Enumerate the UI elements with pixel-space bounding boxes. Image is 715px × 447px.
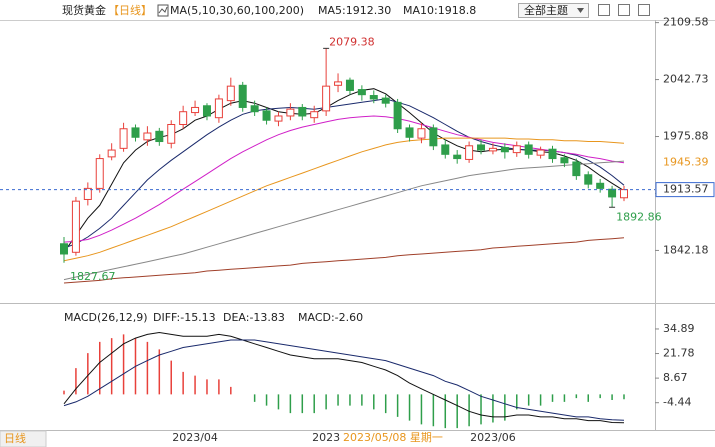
candle-body [334, 81, 343, 86]
candle-body [536, 149, 545, 156]
instrument-title: 现货黄金 [62, 3, 106, 17]
x-tick-label: 2023 [312, 431, 340, 444]
candle-body [500, 146, 509, 153]
candle-body [596, 182, 605, 189]
dropdown-arrow [577, 8, 584, 13]
candle-body [560, 157, 569, 164]
candle-body [453, 154, 462, 160]
candle-body [214, 98, 223, 119]
candle-body [322, 85, 331, 112]
candle-body [191, 106, 200, 114]
candle-body [143, 132, 152, 141]
candle-body [465, 145, 474, 160]
candle-body [393, 101, 402, 130]
price-tag: 1945.39 [663, 156, 709, 169]
candle-body [95, 158, 104, 189]
candle-body [620, 189, 628, 199]
candle-body [369, 95, 378, 100]
candle-body [262, 110, 271, 121]
candle-body [357, 89, 366, 96]
dif-label: DIFF:-15.13 [153, 311, 216, 324]
candle-body [608, 188, 617, 198]
y-tick-label: 2042.73 [663, 73, 709, 86]
macd-label: MACD:-2.60 [298, 311, 363, 324]
candle-body [298, 106, 307, 117]
candle-body [429, 127, 438, 147]
cursor-date-label: 2023/05/08 星期一 [343, 431, 443, 444]
candle-body [131, 127, 140, 138]
ma10-label: MA10:1918.8 [403, 4, 476, 17]
indicator-icon[interactable] [157, 4, 169, 17]
candle-body [226, 85, 235, 102]
candle-body [238, 84, 247, 108]
candle-body [202, 105, 211, 117]
y-tick-label: 21.78 [663, 347, 695, 360]
y-tick-label: 1975.88 [663, 130, 709, 143]
candle-body [167, 123, 176, 144]
high-label: 2079.38 [329, 35, 375, 48]
indicator-line [63, 331, 625, 424]
y-tick-label: 1842.18 [663, 243, 709, 256]
indicator-line [63, 160, 625, 281]
candle-body [310, 111, 319, 119]
window-button[interactable] [598, 4, 610, 16]
candle-body [477, 144, 486, 151]
candle-body [345, 79, 354, 91]
low-label: 1892.86 [616, 210, 662, 223]
last-price-label: 1913.57 [663, 183, 709, 196]
indicator-label: MA(5,10,30,60,100,200) [170, 4, 304, 17]
last-price-box [655, 182, 715, 198]
ma5-label: MA5:1912.30 [318, 4, 391, 17]
candle-body [572, 161, 581, 177]
candle-body [60, 243, 68, 255]
candle-body [548, 148, 557, 160]
candle-body [274, 115, 283, 122]
candle-body [107, 149, 116, 158]
candle-body [83, 187, 92, 200]
candle-body [381, 97, 390, 104]
theme-dropdown[interactable] [518, 3, 589, 18]
candle-body [417, 128, 426, 139]
indicator-line [63, 339, 625, 421]
candle-body [488, 147, 497, 152]
candle-body [286, 108, 295, 117]
candle-body [71, 200, 80, 253]
candle-body [155, 130, 164, 143]
y-tick-label: 2109.58 [663, 16, 709, 29]
indicator-icon-line [158, 6, 168, 14]
candle-body [250, 105, 259, 113]
period-tab-label: 日线 [4, 431, 26, 445]
candle-body [179, 111, 188, 125]
period-label[interactable]: 【日线】 [108, 3, 152, 17]
window-button[interactable] [618, 4, 630, 16]
candle-body [119, 128, 128, 149]
candle-body [405, 127, 414, 138]
window-button[interactable] [638, 4, 650, 16]
dea-label: DEA:-13.83 [223, 311, 285, 324]
period-tab[interactable] [0, 430, 47, 447]
macd-title: MACD(26,12,9) [64, 311, 148, 324]
candle-body [512, 145, 521, 154]
x-tick-label: 2023/04 [172, 431, 218, 444]
y-tick-label: 34.89 [663, 322, 695, 335]
indicator-line [63, 237, 625, 284]
candle-body [584, 174, 593, 185]
x-tick-label: 2023/06 [470, 431, 516, 444]
candle-body [441, 144, 450, 155]
indicator-line [63, 137, 625, 262]
y-tick-label: 8.67 [663, 371, 688, 384]
theme-button-label: 全部主题 [524, 3, 568, 17]
candle-body [524, 144, 533, 155]
y-tick-label: -4.44 [663, 396, 691, 409]
low-label: 1827.67 [70, 270, 116, 283]
